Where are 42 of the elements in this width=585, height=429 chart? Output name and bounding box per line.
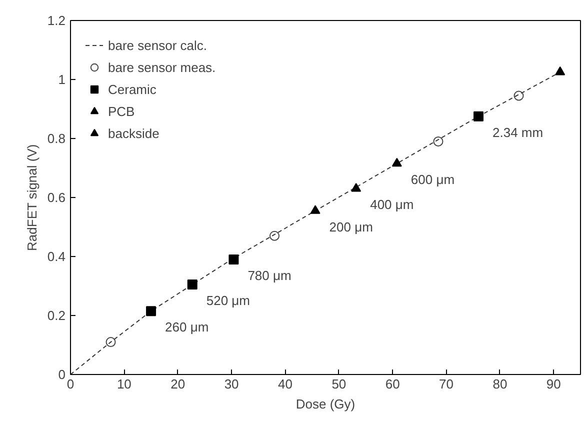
- y-tick-label: 0.4: [47, 249, 66, 264]
- point: [228, 254, 239, 264]
- x-tick-label: 30: [224, 376, 239, 392]
- y-tick-label: 1.2: [47, 13, 66, 28]
- x-axis-title: Dose (Gy): [296, 396, 356, 412]
- annotation: 600 μm: [410, 172, 455, 188]
- y-tick-label: 0: [58, 367, 66, 382]
- y-tick-label: 0.2: [47, 308, 66, 323]
- y-axis-title: RadFET signal (V): [24, 144, 40, 251]
- legend-label: Ceramic: [108, 82, 156, 96]
- annotation: 260 μm: [165, 320, 209, 335]
- point: [106, 337, 116, 348]
- annotation: 200 μm: [329, 219, 373, 234]
- legend-label: bare sensor meas.: [108, 60, 216, 74]
- point: [555, 66, 566, 76]
- legend-label: bare sensor calc.: [108, 38, 207, 52]
- x-tick-label: 70: [439, 376, 454, 392]
- annotation: 2.34 mm: [492, 124, 544, 140]
- annotation: 400 μm: [370, 197, 414, 212]
- point: [433, 136, 444, 146]
- point: [351, 182, 362, 192]
- point: [392, 158, 402, 167]
- y-tick-label: 0.8: [47, 131, 66, 146]
- y-tick-label: 1: [58, 72, 66, 87]
- point: [514, 90, 524, 101]
- x-tick-label: 60: [385, 376, 400, 392]
- x-tick-label: 50: [332, 376, 346, 392]
- annotation: 780 μm: [248, 268, 292, 283]
- x-tick-label: 20: [170, 376, 186, 392]
- point: [270, 230, 280, 241]
- point: [310, 205, 320, 214]
- point: [474, 111, 484, 122]
- point: [146, 306, 156, 316]
- legend-label: backside: [108, 126, 160, 140]
- legend-label: PCB: [108, 104, 135, 118]
- x-tick-label: 80: [492, 376, 508, 392]
- x-tick-label: 90: [546, 376, 561, 392]
- x-tick-label: 10: [116, 376, 132, 392]
- point: [187, 280, 198, 290]
- y-tick-label: 0.6: [47, 190, 66, 205]
- annotation: 520 μm: [206, 293, 250, 308]
- x-tick-label: 40: [278, 376, 292, 392]
